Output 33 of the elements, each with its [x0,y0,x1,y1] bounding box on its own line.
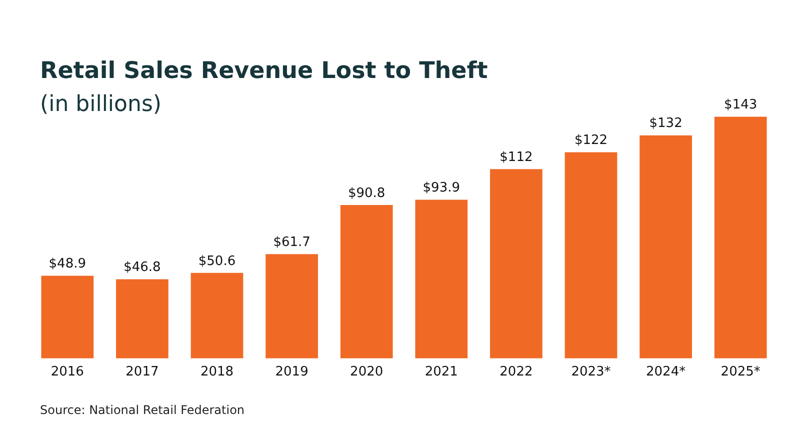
x-tick-label: 2019 [275,364,308,380]
x-tick-label: 2020 [350,364,384,380]
data-label: $93.9 [422,180,460,196]
data-label: $112 [500,150,533,165]
x-tick-label: 2017 [126,364,159,380]
bar [190,272,244,358]
data-label: $50.6 [198,254,236,269]
chart-subtitle: (in billions) [40,92,162,117]
data-label: $90.8 [348,186,386,201]
x-tick-label: 2022 [500,364,533,380]
x-tick-label: 2021 [424,364,458,380]
bar [41,276,94,358]
bar [340,204,393,358]
bar [266,254,318,358]
bar [714,116,767,358]
bar [640,135,692,358]
x-tick-label: 2024* [646,364,686,380]
data-label: $48.9 [48,256,86,272]
x-tick-label: 2025* [720,364,761,380]
x-tick-label: 2018 [200,364,234,380]
data-label: $122 [574,133,608,148]
bar [415,200,468,358]
x-tick-label: 2023* [571,364,612,380]
bar [564,152,618,358]
source-note: Source: National Retail Federation [40,403,245,417]
data-label: $132 [649,116,682,132]
bar [116,279,168,358]
x-tick-label: 2016 [50,364,84,380]
bar [490,169,542,358]
chart-title: Retail Sales Revenue Lost to Theft [40,58,488,84]
data-label: $143 [724,98,758,113]
data-label: $46.8 [124,260,161,276]
data-label: $61.7 [273,235,310,250]
